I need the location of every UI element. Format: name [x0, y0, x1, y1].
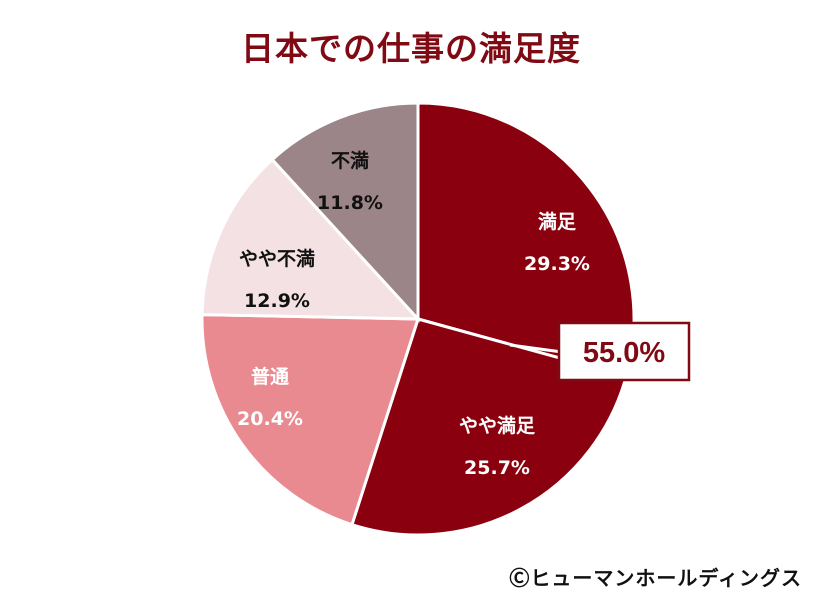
pie-slice [200, 157, 422, 321]
slice-value-label: 12.9% [244, 290, 310, 312]
chart-title: 日本での仕事の満足度 [241, 29, 581, 68]
callout-box: 55.0% [509, 321, 691, 382]
copyright-credit: Ⓒヒューマンホールディングス [509, 566, 802, 590]
slice-value-label: 25.7% [464, 457, 530, 479]
pie-labels: 満足 29.3% やや満足 25.7% 普通 20.4% やや不満 12.9% 不満 11.8% [237, 150, 590, 479]
pie-slices [200, 101, 636, 537]
slice-value-label: 29.3% [524, 253, 590, 275]
slice-category-label: 満足 [538, 211, 577, 233]
slice-category-label: やや満足 [459, 415, 536, 437]
pie-slice [270, 101, 420, 323]
slice-category-label: やや不満 [239, 248, 315, 270]
pie-slice [350, 317, 629, 537]
slice-value-label: 11.8% [317, 192, 383, 214]
pie-slice [200, 313, 421, 527]
slice-value-label: 20.4% [237, 408, 303, 430]
callout-value: 55.0% [583, 337, 665, 369]
slice-category-label: 不満 [331, 150, 369, 172]
slice-category-label: 普通 [251, 365, 290, 388]
